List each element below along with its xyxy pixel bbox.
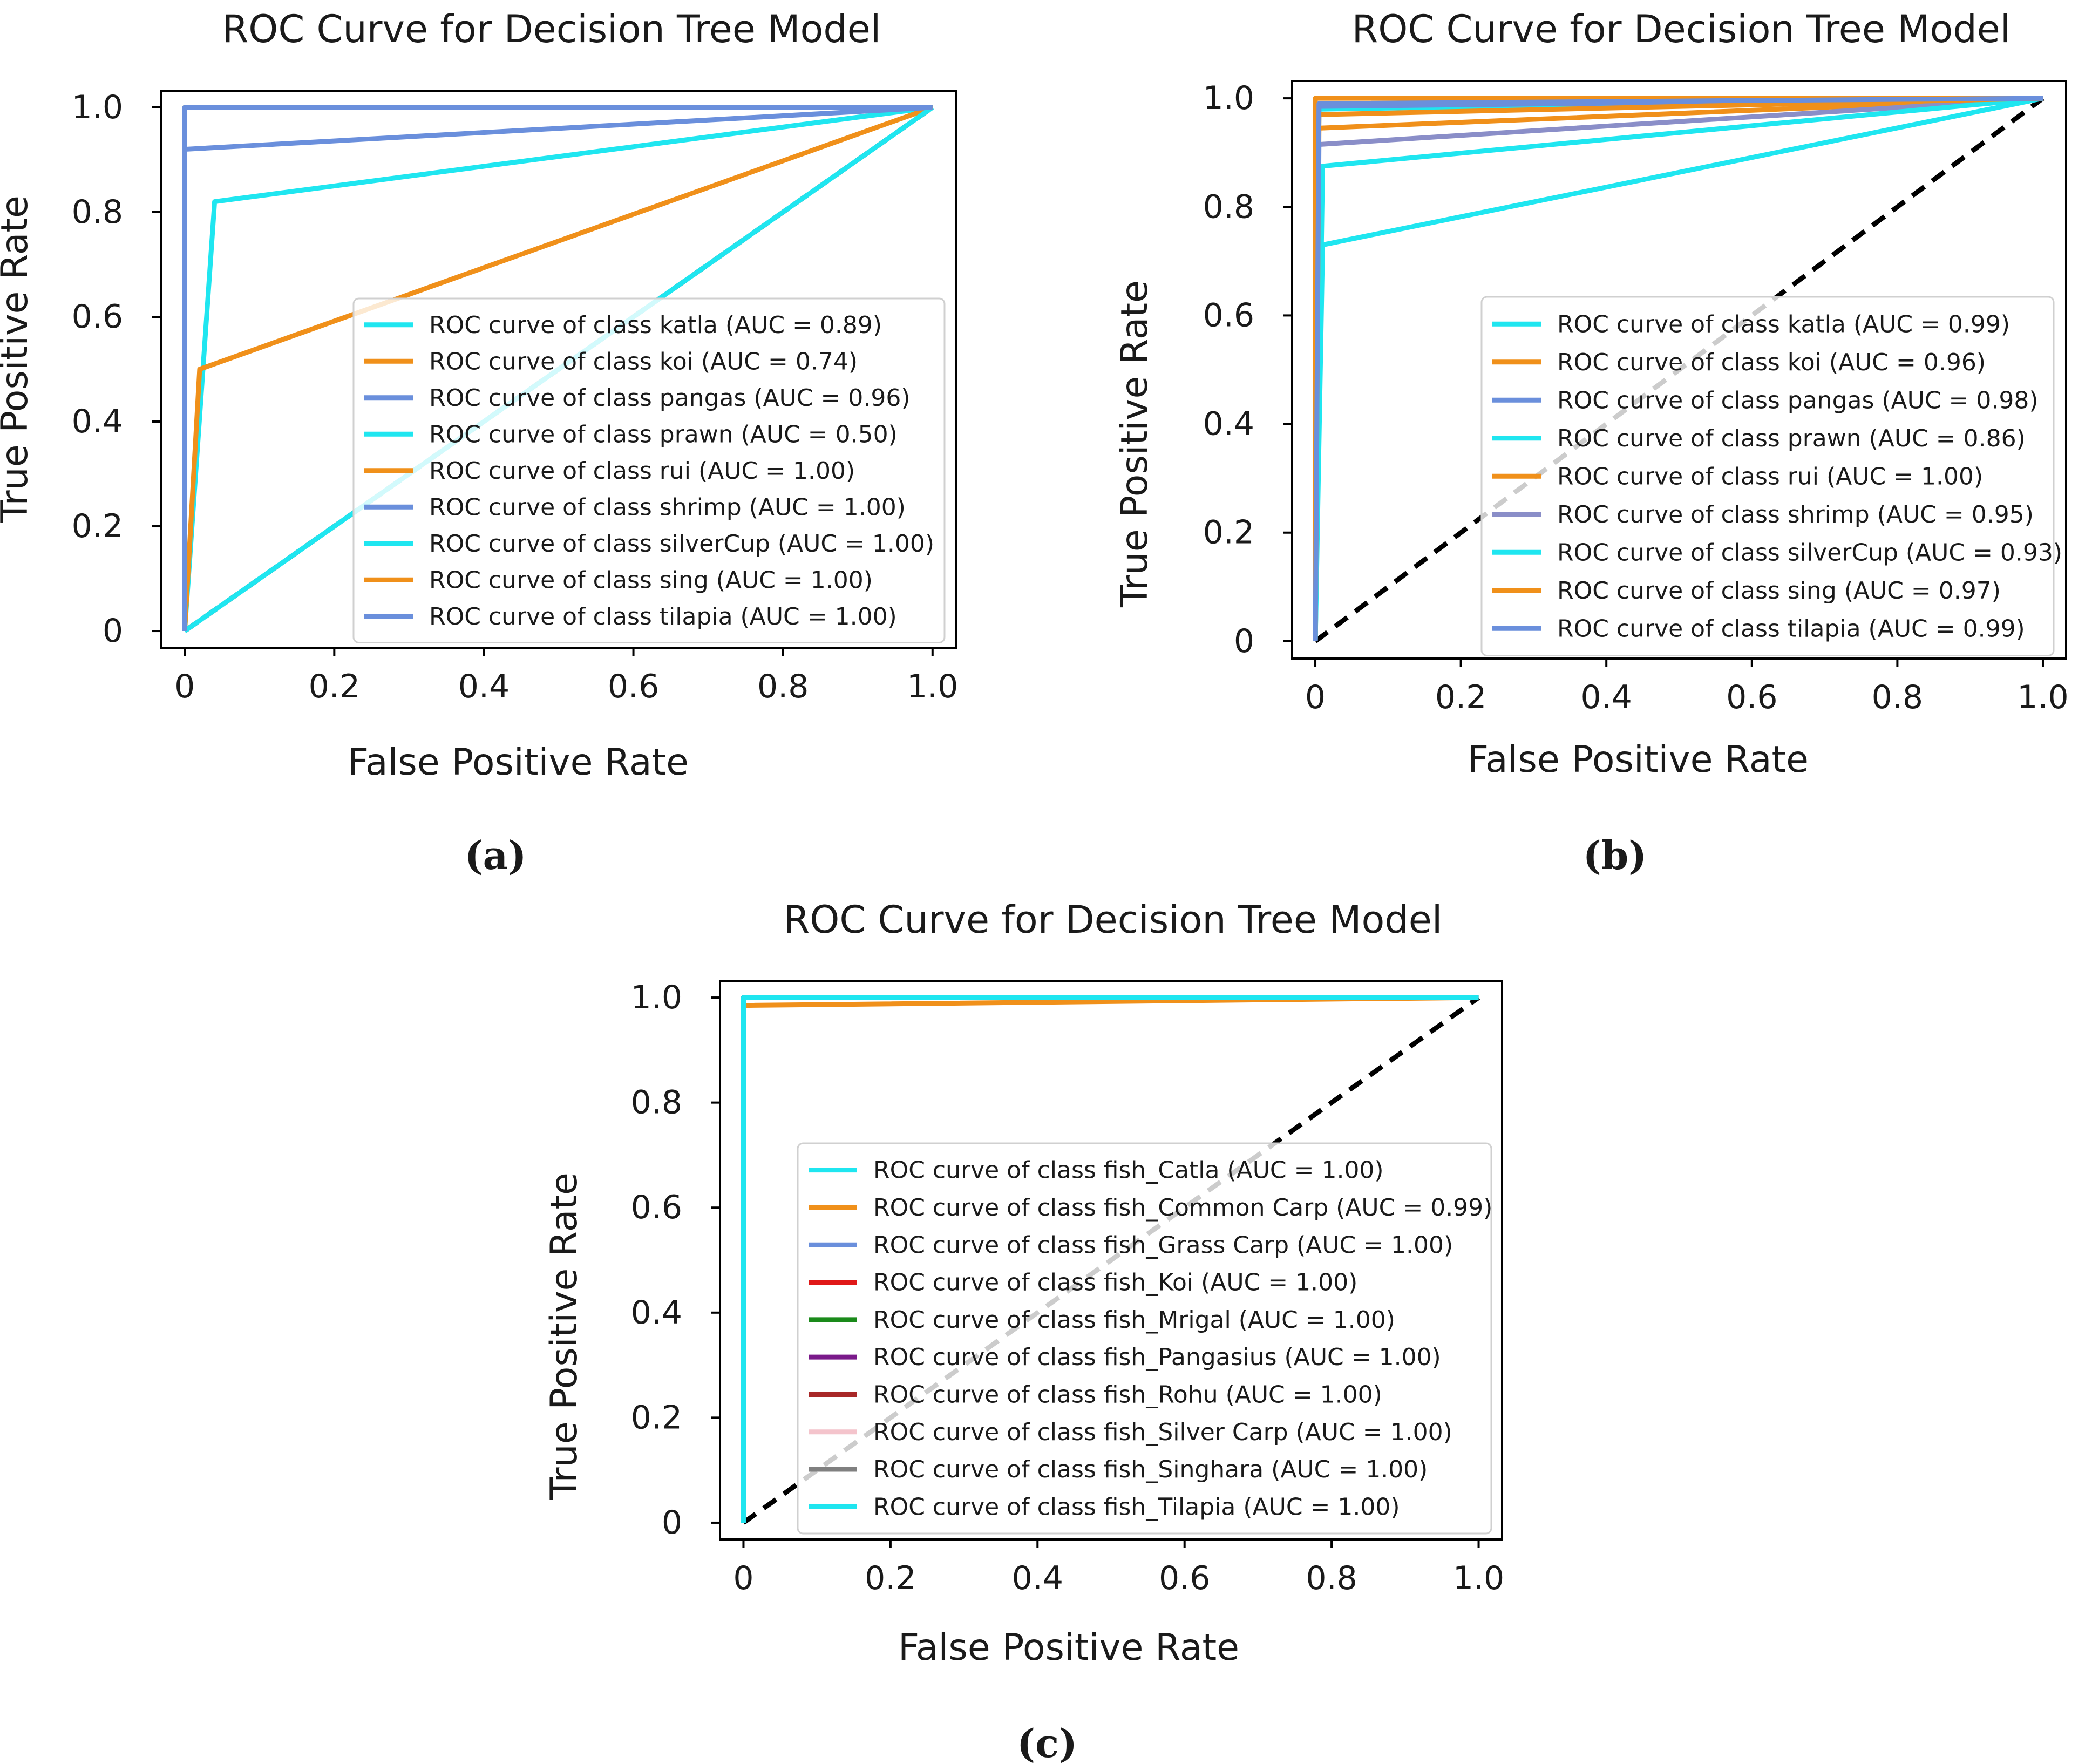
y-tick-label: 0.8 xyxy=(72,193,123,231)
legend-box xyxy=(1480,296,2055,656)
legend-entry-label: ROC curve of class tilapia (AUC = 0.99) xyxy=(1557,615,2025,642)
chart-title: ROC Curve for Decision Tree Model xyxy=(784,898,1443,942)
y-tick-label: 0.4 xyxy=(631,1294,682,1332)
y-tick-label: 0 xyxy=(103,612,123,650)
legend-entry-label: ROC curve of class shrimp (AUC = 1.00) xyxy=(429,493,906,521)
x-tick-label: 0.8 xyxy=(757,668,809,705)
legend-entry-label: ROC curve of class fish_Mrigal (AUC = 1.… xyxy=(873,1306,1395,1334)
legend-entry-label: ROC curve of class katla (AUC = 0.89) xyxy=(429,311,882,339)
y-tick-label: 1.0 xyxy=(72,89,123,126)
series-group xyxy=(1313,96,2045,643)
legend-entry-label: ROC curve of class fish_Catla (AUC = 1.0… xyxy=(873,1157,1384,1184)
x-tick-label: 0.6 xyxy=(608,668,659,705)
y-tick-label: 0 xyxy=(1234,622,1254,660)
axes-frame xyxy=(719,980,1503,1541)
legend: ROC curve of class fish_Catla (AUC = 1.0… xyxy=(797,1142,1492,1535)
panel-caption: (b) xyxy=(1583,832,1647,878)
x-tick-label: 0 xyxy=(1305,679,1326,716)
chart-panel-c: ROC Curve for Decision Tree Model 0 0.2 0.4… xyxy=(543,898,1504,1764)
legend-entry-label: ROC curve of class pangas (AUC = 0.98) xyxy=(1557,386,2039,414)
legend-entry-label: ROC curve of class sing (AUC = 1.00) xyxy=(429,566,873,594)
legend-entry-label: ROC curve of class fish_Koi (AUC = 1.00) xyxy=(873,1269,1357,1297)
legend-entry-label: ROC curve of class fish_Singhara (AUC = … xyxy=(873,1456,1428,1483)
x-tick-label: 0.6 xyxy=(1726,679,1777,716)
y-tick-label: 0.6 xyxy=(72,298,123,336)
x-tick-label: 0.6 xyxy=(1159,1559,1210,1597)
y-tick-label: 0 xyxy=(662,1504,682,1542)
x-tick-label: 1.0 xyxy=(1453,1559,1504,1597)
x-tick-label: 0.8 xyxy=(1306,1559,1357,1597)
legend-box xyxy=(352,297,946,643)
legend-entry-label: ROC curve of class shrimp (AUC = 0.95) xyxy=(1557,501,2034,528)
y-axis-label: True Positive Rate xyxy=(0,195,36,523)
series-line xyxy=(1313,96,2043,641)
panel-caption: (a) xyxy=(465,832,527,878)
panel-caption: (c) xyxy=(1017,1720,1077,1764)
legend: ROC curve of class katla (AUC = 0.89) ROC… xyxy=(352,297,946,643)
x-tick-label: 0.2 xyxy=(1435,679,1486,716)
y-tick-label: 0.4 xyxy=(1203,405,1254,443)
chart-title: ROC Curve for Decision Tree Model xyxy=(1352,7,2011,51)
y-tick-label: 0.2 xyxy=(1203,514,1254,552)
axes-frame xyxy=(1291,80,2067,660)
x-tick-label: 1.0 xyxy=(2017,679,2068,716)
y-tick-label: 1.0 xyxy=(1203,79,1254,117)
chart-panel-a: ROC Curve for Decision Tree Model 0 0.2 0.4… xyxy=(0,7,958,878)
y-tick-label: 0.8 xyxy=(1203,188,1254,226)
legend-entry-label: ROC curve of class pangas (AUC = 0.96) xyxy=(429,384,911,412)
y-tick-label: 0.6 xyxy=(631,1189,682,1226)
legend-entry-label: ROC curve of class fish_Tilapia (AUC = 1… xyxy=(873,1493,1400,1521)
legend-entry-label: ROC curve of class prawn (AUC = 0.50) xyxy=(429,420,898,448)
x-tick-label: 0.2 xyxy=(865,1559,916,1597)
x-tick-label: 0.4 xyxy=(1012,1559,1063,1597)
y-tick-label: 0.6 xyxy=(1203,296,1254,334)
legend-entry-label: ROC curve of class rui (AUC = 1.00) xyxy=(1557,463,1983,490)
x-tick-label: 0 xyxy=(733,1559,753,1597)
x-axis-label: False Positive Rate xyxy=(348,741,689,784)
legend: ROC curve of class katla (AUC = 0.99) ROC… xyxy=(1480,296,2062,656)
legend-entry-label: ROC curve of class fish_Rohu (AUC = 1.00… xyxy=(873,1381,1382,1408)
legend-entry-label: ROC curve of class prawn (AUC = 0.86) xyxy=(1557,425,2026,452)
y-axis-label: True Positive Rate xyxy=(543,1172,586,1500)
series-group xyxy=(741,995,1480,1525)
x-tick-label: 0.4 xyxy=(1580,679,1632,716)
y-axis-label: True Positive Rate xyxy=(1113,280,1156,608)
chart-title: ROC Curve for Decision Tree Model xyxy=(222,7,881,51)
x-axis-label: False Positive Rate xyxy=(898,1626,1239,1669)
legend-entry-label: ROC curve of class koi (AUC = 0.74) xyxy=(429,348,858,375)
y-tick-label: 0.4 xyxy=(72,403,123,440)
series-line xyxy=(182,105,933,632)
legend-entry-label: ROC curve of class silverCup (AUC = 1.00… xyxy=(429,530,934,558)
legend-box xyxy=(797,1142,1492,1535)
legend-entry-label: ROC curve of class koi (AUC = 0.96) xyxy=(1557,349,1986,376)
y-tick-label: 1.0 xyxy=(631,979,682,1016)
legend-entry-label: ROC curve of class sing (AUC = 0.97) xyxy=(1557,577,2001,605)
legend-entry-label: ROC curve of class silverCup (AUC = 0.93… xyxy=(1557,539,2062,566)
legend-entry-label: ROC curve of class fish_Grass Carp (AUC … xyxy=(873,1231,1453,1259)
legend-entry-label: ROC curve of class fish_Pangasius (AUC =… xyxy=(873,1344,1441,1371)
legend-entry-label: ROC curve of class tilapia (AUC = 1.00) xyxy=(429,603,897,630)
series-line xyxy=(741,995,1479,1523)
series-line xyxy=(182,105,934,632)
legend-entry-label: ROC curve of class fish_Silver Carp (AUC… xyxy=(873,1419,1452,1446)
axes-frame xyxy=(160,90,957,649)
x-axis-label: False Positive Rate xyxy=(1468,738,1809,781)
legend-entry-label: ROC curve of class fish_Common Carp (AUC… xyxy=(873,1194,1492,1222)
legend-entry-label: ROC curve of class rui (AUC = 1.00) xyxy=(429,457,855,485)
x-tick-label: 0.2 xyxy=(309,668,360,705)
x-tick-label: 0 xyxy=(174,668,195,705)
chart-panel-b: ROC Curve for Decision Tree Model 0 0.2 0.4… xyxy=(1113,7,2069,878)
x-tick-label: 1.0 xyxy=(907,668,958,705)
y-tick-label: 0.2 xyxy=(72,507,123,545)
y-tick-label: 0.2 xyxy=(631,1399,682,1436)
legend-entry-label: ROC curve of class katla (AUC = 0.99) xyxy=(1557,310,2010,338)
y-tick-label: 0.8 xyxy=(631,1084,682,1122)
x-tick-label: 0.8 xyxy=(1872,679,1923,716)
x-tick-label: 0.4 xyxy=(458,668,510,705)
